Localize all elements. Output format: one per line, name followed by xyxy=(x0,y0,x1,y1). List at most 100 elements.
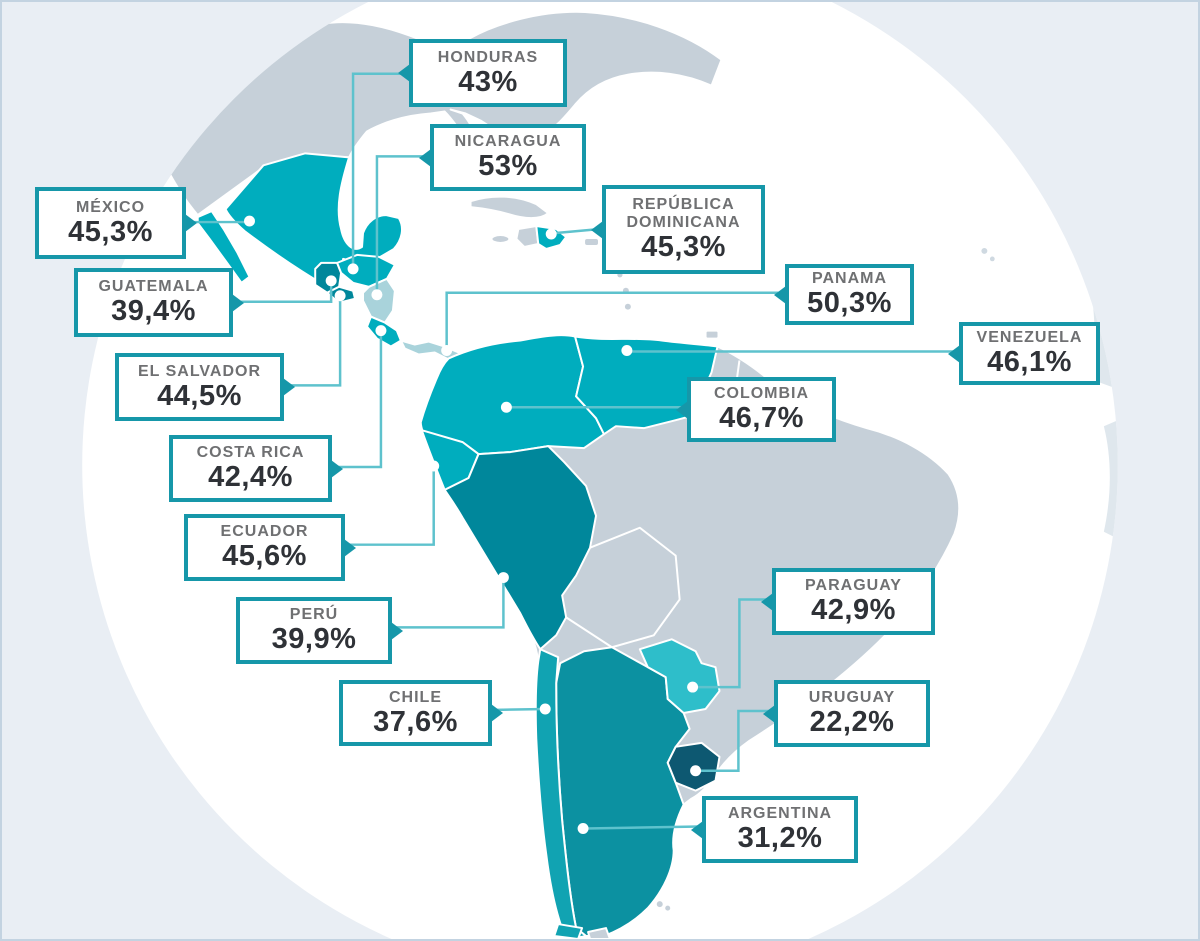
anchor-dot-uruguay xyxy=(690,765,702,777)
notch-left-argentina xyxy=(691,820,703,839)
country-name-paraguay: PARAGUAY xyxy=(805,577,902,595)
country-name-honduras: HONDURAS xyxy=(437,48,539,66)
notch-right-mexico xyxy=(185,214,197,232)
label-box-nicaragua: NICARAGUA 53% xyxy=(419,124,586,191)
country-name-chile: CHILE xyxy=(389,688,442,706)
anchor-dot-guatemala xyxy=(325,275,337,287)
label-box-guatemala: GUATEMALA 39,4% xyxy=(74,268,244,337)
country-mexico xyxy=(224,152,404,288)
anchor-dot-venezuela xyxy=(621,345,633,356)
leader-line-honduras xyxy=(351,72,408,269)
country-name-costa-rica: COSTA RICA xyxy=(196,444,305,462)
notch-right-guatemala xyxy=(232,293,244,312)
anchor-dot-chile xyxy=(539,703,551,715)
anchor-dot-colombia xyxy=(500,401,512,413)
island-puerto-rico xyxy=(583,236,600,247)
anchor-dot-peru xyxy=(497,572,509,584)
label-box-venezuela: VENEZUELA 46,1% xyxy=(948,322,1100,385)
country-value-peru: 39,9% xyxy=(271,623,357,656)
leader-line-paraguay xyxy=(695,598,770,689)
anchor-dot-paraguay xyxy=(687,681,699,693)
anchor-dot-honduras xyxy=(347,263,359,275)
country-name-ecuador: ECUADOR xyxy=(220,523,309,541)
country-value-panama: 50,3% xyxy=(807,287,892,320)
label-box-argentina: ARGENTINA 31,2% xyxy=(691,796,858,863)
notch-left-nicaragua xyxy=(419,148,431,167)
country-name-peru: PERÚ xyxy=(289,606,339,624)
island-trinidad xyxy=(704,329,720,340)
islet-speck xyxy=(981,247,988,254)
island-cuba xyxy=(469,195,550,220)
notch-right-costa-rica xyxy=(331,459,343,478)
anchor-dot-nicaragua xyxy=(371,289,383,301)
country-paraguay xyxy=(638,638,721,714)
anchor-dot-costa-rica xyxy=(375,325,387,337)
country-value-costa-rica: 42,4% xyxy=(208,461,293,494)
label-box-panama: PANAMA 50,3% xyxy=(774,264,914,325)
faint-landmass-east xyxy=(1103,420,1118,540)
label-box-colombia: COLOMBIA 46,7% xyxy=(676,377,836,442)
country-name-venezuela: VENEZUELA xyxy=(976,329,1083,347)
country-value-nicaragua: 53% xyxy=(478,150,538,183)
notch-right-peru xyxy=(391,621,403,640)
country-name-republica-dominicana: REPÚBLICA DOMINICANA xyxy=(626,196,741,232)
notch-left-colombia xyxy=(676,400,688,419)
island-haiti xyxy=(515,225,540,248)
label-box-mexico: MÉXICO 45,3% xyxy=(35,187,197,259)
island-malvinas xyxy=(665,905,671,911)
country-value-republica-dominicana: 45,3% xyxy=(641,231,726,264)
notch-left-republica-dominicana xyxy=(591,220,603,239)
notch-left-venezuela xyxy=(948,344,960,363)
label-box-costa-rica: COSTA RICA 42,4% xyxy=(169,435,343,502)
country-value-guatemala: 39,4% xyxy=(111,295,196,328)
notch-left-honduras xyxy=(398,64,410,82)
island-malvinas xyxy=(656,901,663,908)
leader-line-panama xyxy=(445,291,783,348)
country-value-venezuela: 46,1% xyxy=(987,346,1072,379)
label-box-el-salvador: EL SALVADOR 44,5% xyxy=(115,353,295,421)
island-tierra-del-fuego-west xyxy=(553,923,584,939)
country-name-mexico: MÉXICO xyxy=(75,198,146,216)
islet-speck xyxy=(989,256,995,262)
country-value-paraguay: 42,9% xyxy=(811,594,896,627)
anchor-dot-ecuador xyxy=(428,460,440,472)
country-name-colombia: COLOMBIA xyxy=(713,385,810,403)
leader-line-ecuador xyxy=(344,468,435,546)
country-mexico-baja xyxy=(196,210,251,284)
label-box-chile: CHILE 37,6% xyxy=(339,680,503,746)
country-name-uruguay: URUGUAY xyxy=(808,689,896,707)
notch-right-el-salvador xyxy=(283,378,295,396)
anchor-dot-panama xyxy=(441,345,453,356)
notch-left-uruguay xyxy=(763,704,775,723)
anchor-dot-mexico xyxy=(244,215,255,227)
anchor-dot-el-salvador xyxy=(334,290,346,302)
country-name-panama: PANAMA xyxy=(811,270,888,288)
label-box-republica-dominicana: REPÚBLICA DOMINICANA 45,3% xyxy=(591,185,765,274)
label-box-uruguay: URUGUAY 22,2% xyxy=(763,680,930,747)
leader-line-peru xyxy=(390,579,505,629)
country-value-chile: 37,6% xyxy=(373,705,458,738)
country-value-colombia: 46,7% xyxy=(719,402,804,435)
country-value-el-salvador: 44,5% xyxy=(157,379,242,412)
anchor-dot-argentina xyxy=(577,822,589,834)
leader-line-guatemala xyxy=(232,282,333,303)
country-name-nicaragua: NICARAGUA xyxy=(454,133,562,151)
label-box-honduras: HONDURAS 43% xyxy=(398,39,567,107)
country-value-uruguay: 22,2% xyxy=(809,706,895,739)
country-name-guatemala: GUATEMALA xyxy=(98,278,209,296)
country-value-honduras: 43% xyxy=(458,65,518,98)
island-antilles xyxy=(624,303,631,310)
country-peru xyxy=(443,445,598,651)
notch-left-panama xyxy=(774,285,786,304)
leader-line-nicaragua xyxy=(375,155,429,294)
notch-right-chile xyxy=(491,704,503,722)
country-value-ecuador: 45,6% xyxy=(222,540,307,573)
country-name-argentina: ARGENTINA xyxy=(727,805,833,823)
label-box-ecuador: ECUADOR 45,6% xyxy=(184,514,356,581)
country-value-mexico: 45,3% xyxy=(68,215,153,248)
island-jamaica xyxy=(490,234,511,244)
leader-line-uruguay xyxy=(698,709,772,772)
leader-line-costa-rica xyxy=(331,332,383,469)
label-box-peru: PERÚ 39,9% xyxy=(236,597,403,664)
